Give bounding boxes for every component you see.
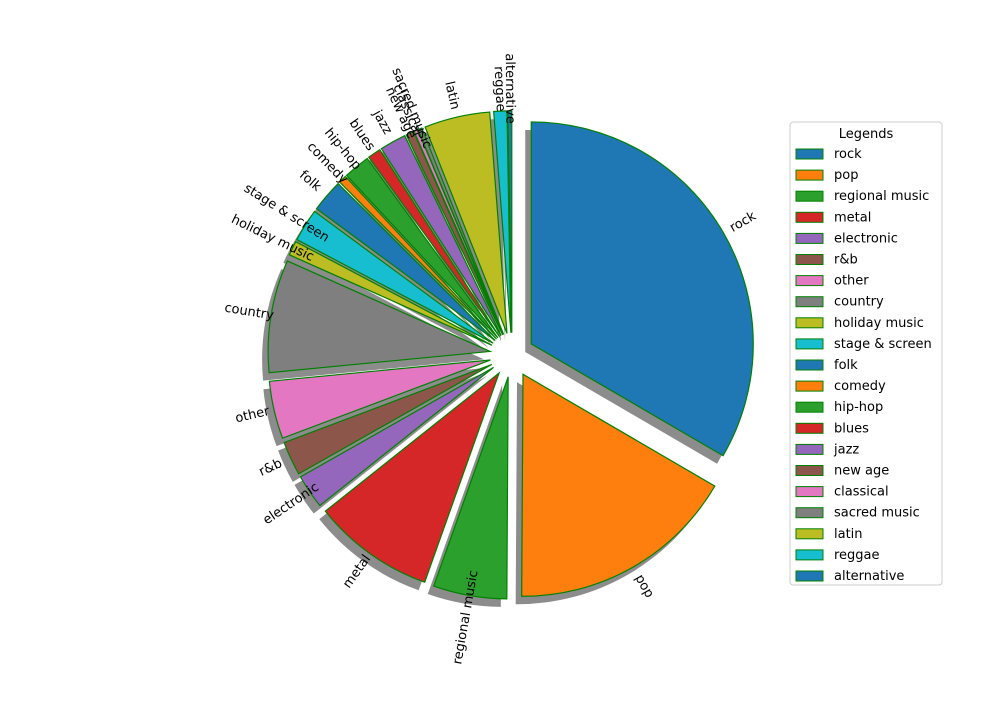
slice-electronic — [299, 366, 494, 507]
legend-label-holiday-music: holiday music — [834, 316, 924, 331]
legend-label-pop: pop — [834, 168, 858, 183]
slice-label-metal: metal — [340, 552, 374, 591]
slice-label-country: country — [223, 301, 275, 324]
slice-label-r-b: r&b — [257, 456, 285, 480]
legend-label-sacred-music: sacred music — [834, 506, 920, 521]
legend-swatch-stage-screen — [795, 338, 824, 350]
slice-rock — [530, 121, 754, 457]
legend-swatch-reggae — [795, 549, 824, 561]
legend-label-alternative: alternative — [834, 569, 904, 584]
legend-swatch-comedy — [795, 380, 824, 392]
slice-jazz — [380, 134, 502, 336]
legend-label-jazz: jazz — [833, 442, 859, 457]
slice-alternative — [507, 110, 513, 333]
legend-swatch-folk — [795, 359, 824, 371]
legend-label-regional-music: regional music — [834, 189, 929, 204]
legend-label-hip-hop: hip-hop — [834, 400, 883, 415]
slice-latin — [424, 111, 508, 334]
legend-swatch-pop — [795, 169, 824, 181]
slice-label-jazz: jazz — [369, 107, 395, 137]
legend-items: rock pop regional music metal electronic r&b o… — [795, 147, 932, 584]
legend-label-country: country — [834, 295, 884, 310]
slice-label-pop: pop — [631, 572, 656, 601]
legend-label-electronic: electronic — [834, 231, 898, 246]
legend-swatch-r-b — [795, 254, 824, 265]
legend-label-latin: latin — [834, 527, 863, 542]
legend: Legends rock pop regional music metal electr… — [789, 121, 943, 586]
legend-swatch-regional-music — [795, 190, 824, 202]
slice-label-folk: folk — [296, 168, 324, 195]
slice-regional-music — [432, 376, 509, 600]
legend-swatch-latin — [795, 528, 824, 540]
legend-label-rock: rock — [834, 147, 862, 162]
legend-label-r-b: r&b — [834, 253, 858, 268]
legend-label-blues: blues — [834, 421, 869, 436]
slice-label-reggae: reggae — [491, 66, 508, 112]
slice-holiday-music — [288, 240, 493, 346]
slice-reggae — [493, 110, 512, 333]
slice-country — [267, 260, 493, 374]
slice-new-age — [405, 130, 504, 336]
legend-swatch-alternative — [795, 570, 824, 582]
legend-swatch-blues — [795, 422, 824, 434]
slice-hip-hop — [345, 157, 499, 339]
slice-label-alternative: alternative — [502, 53, 518, 124]
slice-r-b — [283, 363, 493, 475]
legend-swatch-rock — [795, 148, 824, 160]
legend-swatch-new-age — [795, 465, 824, 476]
legend-label-metal: metal — [834, 210, 871, 225]
legend-swatch-other — [795, 275, 824, 287]
slice-label-other: other — [234, 404, 272, 427]
slice-stage-screen — [296, 210, 494, 344]
slice-label-rock: rock — [727, 209, 759, 236]
legend-swatch-electronic — [795, 232, 824, 244]
legend-swatch-jazz — [795, 443, 824, 455]
slice-folk — [315, 182, 496, 342]
slice-comedy — [338, 175, 498, 340]
slice-blues — [367, 148, 500, 338]
legend-swatch-sacred-music — [795, 507, 824, 519]
legend-swatch-country — [795, 296, 824, 308]
legend-swatch-holiday-music — [795, 317, 824, 329]
legend-title: Legends — [839, 127, 894, 142]
legend-label-stage-screen: stage & screen — [834, 337, 932, 352]
legend-swatch-hip-hop — [795, 401, 824, 413]
slice-sacred-music — [417, 127, 505, 335]
slice-pop — [521, 373, 716, 597]
legend-label-reggae: reggae — [834, 548, 880, 563]
legend-label-other: other — [834, 274, 869, 289]
slice-label-latin: latin — [441, 80, 462, 111]
slice-other — [268, 359, 491, 439]
pie-slices — [267, 110, 754, 600]
slice-metal — [324, 371, 501, 583]
legend-label-classical: classical — [834, 485, 889, 500]
legend-swatch-metal — [795, 211, 824, 223]
legend-frame — [789, 121, 943, 586]
legend-label-folk: folk — [834, 358, 858, 373]
legend-label-comedy: comedy — [834, 379, 886, 394]
legend-swatch-classical — [795, 486, 824, 498]
legend-label-new-age: new age — [834, 464, 889, 479]
